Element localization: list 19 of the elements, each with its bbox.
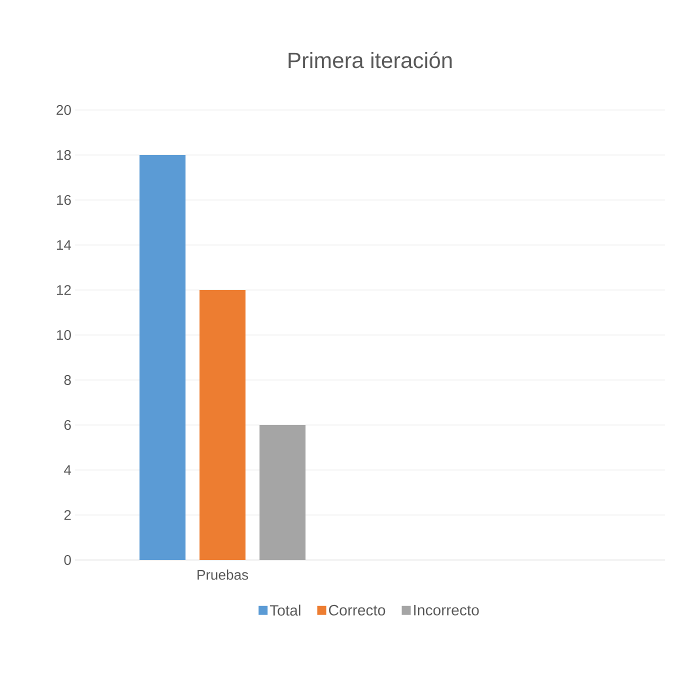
chart-title: Primera iteración <box>288 52 452 68</box>
y-tick-label: 8 <box>64 375 71 385</box>
y-tick-label: 16 <box>56 195 71 205</box>
y-tick-label: 10 <box>56 330 71 340</box>
y-tick-label: 4 <box>64 465 72 475</box>
y-tick-label: 14 <box>56 240 72 250</box>
x-tick-label: Pruebas <box>198 570 248 580</box>
y-tick-label: 6 <box>64 420 71 430</box>
legend-label: Incorrecto <box>414 604 479 616</box>
bar <box>260 425 306 560</box>
bar <box>140 154 186 560</box>
y-tick-label: 12 <box>56 285 71 295</box>
legend-label: Total <box>270 604 300 616</box>
y-tick-label: 20 <box>56 105 71 115</box>
bar <box>200 290 246 560</box>
legend-label: Correcto <box>329 604 386 616</box>
y-tick-label: 18 <box>56 150 71 160</box>
y-tick-label: 0 <box>64 555 71 565</box>
y-tick-label: 2 <box>64 510 71 520</box>
